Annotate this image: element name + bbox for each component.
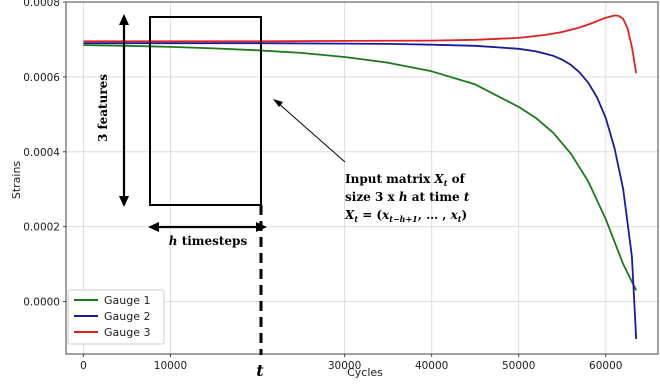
axes: 0 10000 30000 40000 50000 60000 0.0000 0.0002 0.… — [23, 0, 659, 372]
plot-frame — [65, 1, 659, 355]
pointer-arrow — [273, 99, 346, 163]
x-tick-label: 10000 — [154, 360, 187, 372]
input-matrix-formula: Xt = (xt−h+1, … , xt) — [344, 208, 467, 224]
timesteps-arrow — [148, 222, 267, 232]
input-matrix-line1: Input matrix Xt of — [345, 172, 466, 188]
y-tick-label: 0.0000 — [23, 297, 60, 309]
y-axis-label: Strains — [10, 161, 23, 200]
x-tick-label: 40000 — [415, 360, 448, 372]
x-axis-label: Cycles — [347, 366, 383, 379]
timesteps-label: h timesteps — [169, 234, 248, 248]
y-tick-label: 0.0002 — [23, 222, 60, 234]
legend-label: Gauge 1 — [104, 294, 150, 307]
y-tick-label: 0.0008 — [23, 0, 60, 9]
series-line-gauge-2 — [83, 42, 638, 340]
legend-label: Gauge 2 — [104, 310, 150, 323]
x-tick-label: 50000 — [502, 360, 535, 372]
y-tick-label: 0.0004 — [23, 147, 60, 159]
input-matrix-line2: size 3 x h at time t — [345, 190, 470, 204]
series-lines — [83, 14, 638, 340]
features-label: 3 features — [96, 74, 110, 142]
series-line-gauge-1 — [83, 44, 638, 291]
legend: Gauge 1 Gauge 2 Gauge 3 — [67, 289, 165, 345]
x-tick-label: 0 — [80, 360, 87, 372]
window-rectangle — [149, 16, 262, 206]
legend-label: Gauge 3 — [104, 326, 150, 339]
t-label: t — [256, 361, 264, 380]
features-arrow — [119, 14, 129, 207]
x-tick-label: 30000 — [328, 360, 361, 372]
y-tick-label: 0.0006 — [23, 72, 60, 84]
x-tick-label: 60000 — [589, 360, 622, 372]
series-line-gauge-3 — [83, 14, 638, 74]
